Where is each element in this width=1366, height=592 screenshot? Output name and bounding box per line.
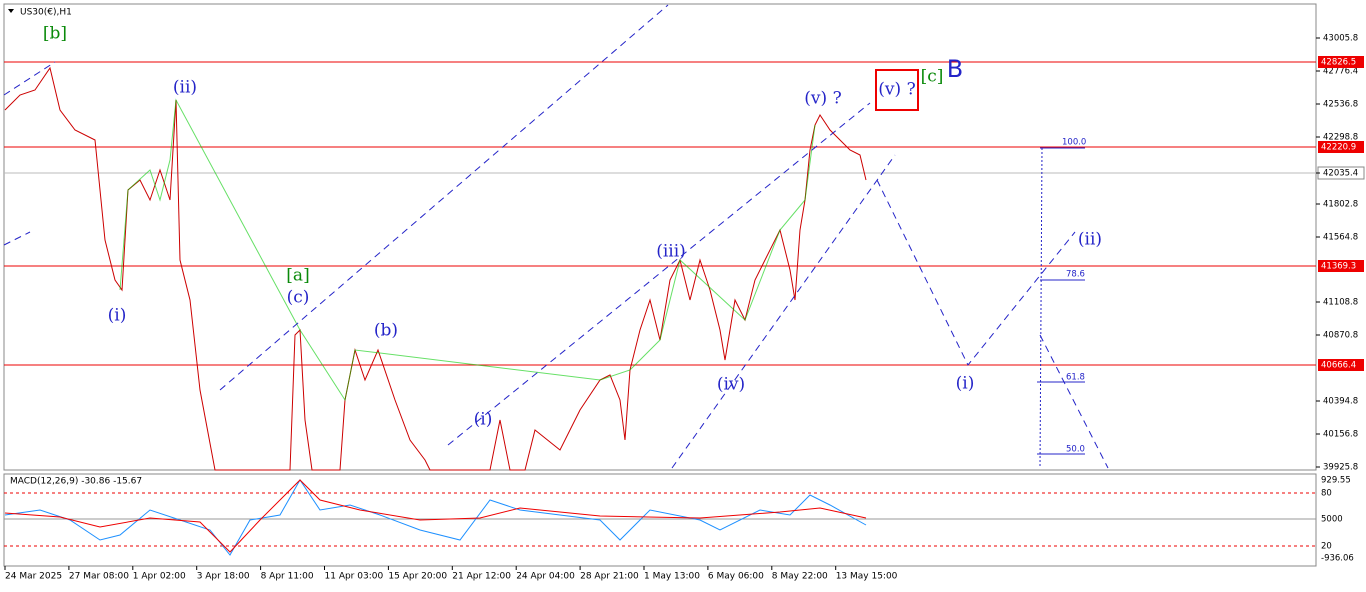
fib-label: 61.8	[1066, 373, 1085, 383]
macd-scale-label: 5000	[1321, 515, 1343, 525]
date-label: 15 Apr 20:00	[388, 572, 447, 582]
date-label: 11 Apr 03:00	[325, 572, 384, 582]
menu-arrow	[8, 9, 14, 13]
wave-label: (b)	[374, 321, 398, 341]
macd-scale-label: 80	[1321, 489, 1332, 499]
wave-label: [c]	[921, 67, 944, 87]
date-label: 6 May 06:00	[708, 572, 764, 582]
wave-label: (v) ?	[804, 89, 841, 109]
fib-label: 100.0	[1062, 138, 1086, 148]
wave-label: [a]	[286, 266, 309, 286]
wave-label: (iv)	[717, 375, 745, 395]
level-label: 41369.3	[1321, 262, 1356, 272]
wave-label: (c)	[287, 288, 310, 308]
symbol-label: US30(€),H1	[20, 8, 72, 18]
macd-line	[4, 479, 867, 556]
wave-label: (iii)	[656, 242, 686, 262]
wave-label: (i)	[474, 410, 493, 430]
macd-scale-label: 929.55	[1321, 476, 1351, 486]
macd-signal	[4, 479, 867, 553]
level-tag	[1318, 141, 1364, 153]
date-label: 27 Mar 08:00	[69, 572, 129, 582]
date-label: 3 Apr 18:00	[197, 572, 250, 582]
wave-lines	[3, 4, 1109, 469]
date-label: 13 May 15:00	[836, 572, 898, 582]
wave-label: (i)	[108, 306, 127, 326]
date-label: 21 Apr 12:00	[452, 572, 511, 582]
price-label: 41108.8	[1323, 298, 1358, 308]
level-label: 42220.9	[1321, 143, 1356, 153]
level-tag	[1318, 260, 1364, 272]
wave-label: B	[947, 55, 963, 83]
price-label: 42298.8	[1323, 133, 1358, 143]
level-tag	[1318, 56, 1364, 68]
price-label: 42776.4	[1323, 67, 1358, 77]
date-label: 8 Apr 11:00	[261, 572, 314, 582]
level-label: 42826.5	[1321, 58, 1356, 68]
price-label: 41564.8	[1323, 233, 1358, 243]
macd-scale-label: 20	[1321, 542, 1332, 552]
level-label: 40666.4	[1321, 361, 1356, 371]
date-label: 1 Apr 02:00	[133, 572, 186, 582]
macd-pane	[3, 473, 1317, 567]
price-label: 41802.8	[1323, 200, 1358, 210]
wave-label: [b]	[43, 24, 67, 44]
date-label: 1 May 13:00	[644, 572, 700, 582]
level-tag	[1318, 359, 1364, 371]
price-label: 39925.8	[1323, 463, 1358, 473]
price-label: 40870.8	[1323, 331, 1358, 341]
price-path-up	[119, 98, 816, 402]
wave-label: (v) ?	[878, 80, 915, 100]
price-label: 42536.8	[1323, 100, 1358, 110]
date-label: 24 Apr 04:00	[516, 572, 575, 582]
price-label: 40394.8	[1323, 397, 1358, 407]
fib-levels	[1037, 147, 1085, 455]
fib-label: 50.0	[1066, 445, 1085, 455]
price-label: 43005.8	[1323, 34, 1358, 44]
highlight-box	[875, 69, 919, 111]
date-label: 28 Apr 21:00	[580, 572, 639, 582]
wave-label: (ii)	[173, 78, 197, 98]
levels	[4, 61, 1316, 366]
date-label: 24 Mar 2025	[5, 572, 62, 582]
date-label: 8 May 22:00	[772, 572, 828, 582]
wave-label: (ii)	[1078, 230, 1102, 250]
wave-label: (i)	[956, 374, 975, 394]
macd-scale-label: -936.06	[1321, 554, 1354, 564]
macd-label: MACD(12,26,9) -30.86 -15.67	[10, 477, 142, 487]
price-label: 40156.8	[1323, 430, 1358, 440]
fib-vertical	[1039, 147, 1043, 469]
price-label: 42035.4	[1323, 169, 1358, 179]
fib-label: 78.6	[1066, 270, 1085, 280]
